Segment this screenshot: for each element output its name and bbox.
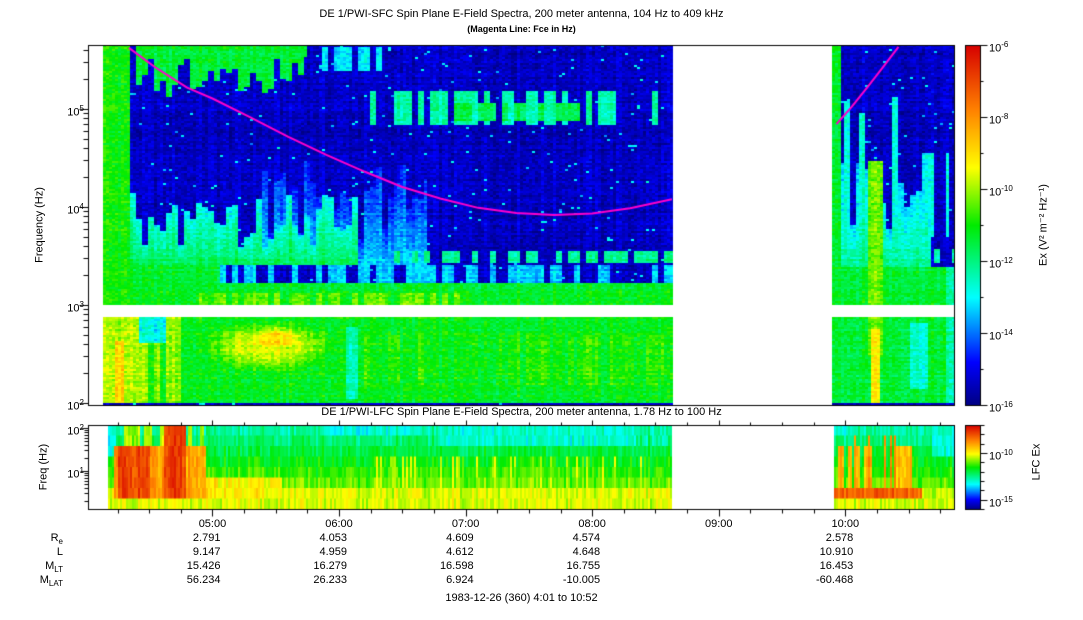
ephemeris-row-label: MLAT: [39, 574, 63, 589]
ephemeris-row-label: MLT: [45, 560, 63, 575]
ephemeris-value: 4.053: [319, 532, 348, 544]
sfc-y-tick-label: 104: [67, 202, 84, 217]
sfc-colorbar-tick-label: 10-8: [989, 112, 1009, 127]
ephemeris-value: 10.910: [819, 546, 854, 558]
ephemeris-value: 26.233: [313, 574, 348, 586]
time-tick-label: 10:00: [831, 518, 860, 530]
ephemeris-value: 4.612: [446, 546, 474, 558]
sfc-colorbar-tick-label: 10-14: [989, 328, 1013, 343]
sfc-colorbar-tick-label: 10-10: [989, 184, 1013, 199]
sfc-colorbar-tick-label: 10-12: [989, 256, 1013, 271]
lfc-title: DE 1/PWI-LFC Spin Plane E-Field Spectra,…: [321, 406, 722, 418]
sfc-y-axis-label: Frequency (Hz): [33, 187, 46, 263]
lfc-colorbar-tick-label: 10-10: [989, 448, 1013, 463]
ephemeris-value: 4.574: [572, 532, 601, 544]
sfc-y-tick-label: 105: [67, 104, 84, 119]
ephemeris-value: 2.578: [825, 532, 854, 544]
ephemeris-value: 16.598: [439, 560, 474, 572]
sfc-y-tick-label: 102: [67, 398, 84, 413]
ephemeris-value: 56.234: [186, 574, 221, 586]
lfc-colorbar-label: LFC Ex: [1030, 443, 1043, 481]
ephemeris-value: 16.279: [313, 560, 348, 572]
sfc-y-tick-label: 103: [67, 300, 84, 315]
time-tick-label: 05:00: [198, 518, 227, 530]
ephemeris-value: 6.924: [446, 574, 474, 586]
ephemeris-value: 16.755: [566, 560, 601, 572]
sfc-colorbar-tick-label: 10-16: [989, 400, 1013, 415]
footer-timerange: 1983-12-26 (360) 4:01 to 10:52: [445, 592, 598, 604]
ephemeris-row-label: L: [56, 546, 63, 558]
ephemeris-value: 16.453: [819, 560, 854, 572]
time-tick-label: 07:00: [451, 518, 480, 530]
ephemeris-value: 9.147: [192, 546, 221, 558]
lfc-y-tick-label: 101: [67, 466, 84, 481]
sfc-colorbar-label: Ex (V² m⁻² Hz⁻¹): [1037, 184, 1050, 266]
ephemeris-value: 4.648: [572, 546, 601, 558]
ephemeris-value: -10.005: [562, 574, 601, 586]
lfc-y-tick-label: 102: [67, 423, 84, 438]
ephemeris-value: 15.426: [186, 560, 221, 572]
time-tick-label: 06:00: [325, 518, 353, 530]
sfc-colorbar-tick-label: 10-6: [989, 40, 1009, 55]
time-tick-label: 08:00: [578, 518, 606, 530]
sfc-subtitle: (Magenta Line: Fce in Hz): [467, 24, 576, 34]
time-tick-label: 09:00: [704, 518, 733, 530]
lfc-colorbar-tick-label: 10-15: [989, 494, 1013, 510]
ephemeris-value: 4.959: [319, 546, 348, 558]
ephemeris-value: -60.468: [815, 574, 854, 586]
ephemeris-row-label: Re: [50, 532, 63, 547]
ephemeris-value: 4.609: [446, 532, 474, 544]
ephemeris-value: 2.791: [192, 532, 221, 544]
sfc-title: DE 1/PWI-SFC Spin Plane E-Field Spectra,…: [319, 8, 724, 20]
